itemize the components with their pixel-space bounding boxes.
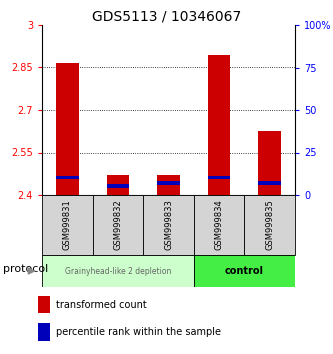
Text: GSM999831: GSM999831	[63, 200, 72, 250]
Bar	[194, 195, 244, 255]
Text: GDS5113 / 10346067: GDS5113 / 10346067	[92, 10, 241, 24]
Bar	[194, 255, 295, 287]
Text: GSM999834: GSM999834	[214, 200, 223, 250]
Text: protocol: protocol	[3, 264, 49, 274]
Bar	[42, 195, 93, 255]
Bar	[107, 175, 129, 195]
Bar	[258, 181, 281, 185]
Bar	[93, 195, 143, 255]
Text: percentile rank within the sample: percentile rank within the sample	[56, 327, 221, 337]
Bar	[208, 55, 230, 195]
Text: control: control	[225, 266, 264, 276]
Bar	[143, 195, 194, 255]
Text: GSM999835: GSM999835	[265, 200, 274, 250]
Bar	[208, 176, 230, 179]
Bar	[244, 195, 295, 255]
Bar	[38, 296, 50, 313]
Bar	[107, 184, 129, 188]
Text: transformed count: transformed count	[56, 299, 147, 310]
Text: GSM999833: GSM999833	[164, 200, 173, 250]
Bar	[157, 181, 180, 185]
Bar	[56, 63, 79, 195]
Bar	[38, 323, 50, 341]
Text: GSM999832: GSM999832	[114, 200, 123, 250]
Bar	[42, 255, 194, 287]
Text: Grainyhead-like 2 depletion: Grainyhead-like 2 depletion	[65, 267, 171, 275]
Bar	[157, 175, 180, 195]
Bar	[258, 131, 281, 195]
Bar	[56, 176, 79, 179]
